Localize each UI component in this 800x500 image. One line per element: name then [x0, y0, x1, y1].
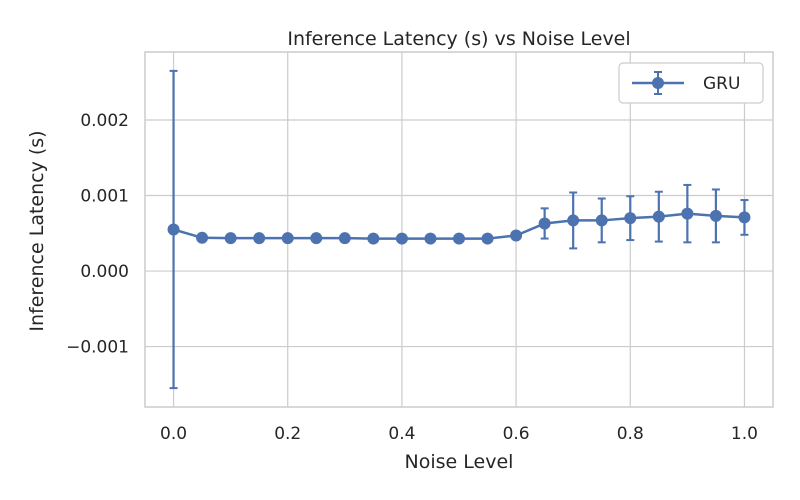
- data-point: [196, 231, 209, 244]
- y-tick-label: 0.001: [80, 187, 129, 207]
- data-point: [595, 214, 608, 227]
- series: [167, 207, 751, 245]
- legend-label: GRU: [703, 74, 740, 94]
- plot-frame: [144, 51, 774, 408]
- chart-title: Inference Latency (s) vs Noise Level: [287, 28, 630, 50]
- data-point: [453, 232, 465, 245]
- data-point: [481, 232, 494, 245]
- x-tick-label: 0.8: [617, 424, 644, 444]
- y-tick-label: 0.002: [80, 111, 129, 131]
- y-tick-label: −0.001: [66, 338, 129, 358]
- data-point: [224, 232, 237, 245]
- x-axis-label: Noise Level: [405, 451, 514, 473]
- x-tick-label: 0.4: [388, 424, 415, 444]
- tick-labels: 0.0 0.2 0.4 0.6 0.8 1.0 −0.001 0.000 0.001 0.002: [66, 111, 758, 444]
- data-point: [424, 232, 437, 245]
- data-point: [338, 232, 351, 245]
- y-tick-label: 0.000: [80, 262, 129, 282]
- data-point: [567, 214, 580, 227]
- data-point: [253, 232, 266, 245]
- data-point: [367, 232, 380, 245]
- data-point: [681, 207, 694, 220]
- x-tick-label: 0.2: [274, 424, 301, 444]
- data-point: [281, 232, 294, 245]
- x-tick-label: 0.0: [160, 424, 187, 444]
- data-point: [652, 210, 665, 223]
- data-point: [738, 211, 751, 224]
- data-point: [510, 229, 523, 242]
- data-point: [709, 209, 722, 222]
- data-point: [310, 232, 323, 245]
- x-tick-label: 1.0: [731, 424, 758, 444]
- data-point: [624, 212, 637, 225]
- x-tick-label: 0.6: [503, 424, 530, 444]
- legend-dot: [652, 77, 664, 89]
- y-axis-label: Inference Latency (s): [26, 130, 48, 331]
- data-point: [167, 223, 180, 236]
- legend: GRU: [618, 62, 764, 104]
- data-point: [538, 217, 551, 230]
- grid: [145, 52, 773, 407]
- data-point: [395, 232, 408, 245]
- legend-marker: [632, 71, 684, 95]
